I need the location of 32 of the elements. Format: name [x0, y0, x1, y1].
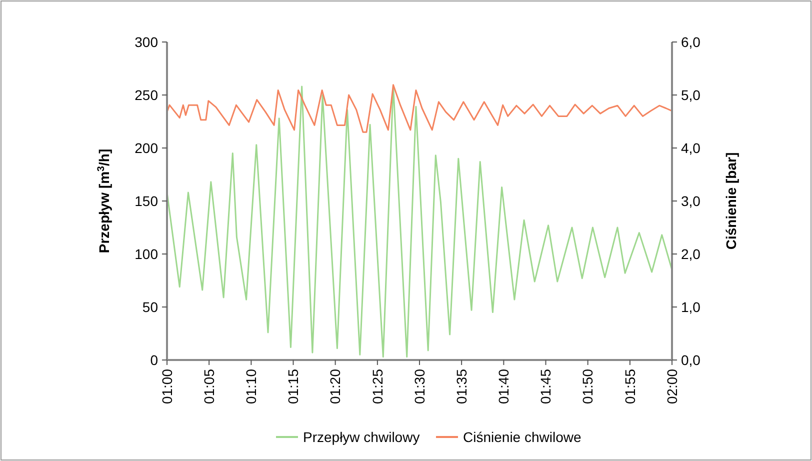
- x-tick-label: 01:45: [538, 368, 554, 404]
- x-tick-label: 02:00: [664, 368, 680, 404]
- x-tick-label: 01:30: [411, 368, 428, 404]
- x-tick-label: 01:15: [285, 368, 302, 404]
- y2-axis-title: Ciśnienie [bar]: [723, 152, 739, 250]
- x-tick-label: 01:40: [496, 368, 512, 404]
- x-tick-label: 01:05: [200, 368, 217, 404]
- y-tick-label: 250: [134, 86, 158, 103]
- y2-tick-label: 0,0: [681, 352, 701, 368]
- y-tick-label: 50: [142, 298, 158, 315]
- y2-tick-label: 5,0: [681, 86, 701, 103]
- x-tick-label: 01:10: [243, 368, 260, 404]
- x-tick-label: 01:35: [453, 368, 470, 404]
- y-tick-label: 300: [134, 34, 158, 50]
- x-tick-label: 01:25: [369, 368, 386, 404]
- y2-tick-label: 2,0: [681, 246, 701, 262]
- x-tick-label: 01:20: [327, 368, 344, 404]
- y2-tick-label: 1,0: [681, 298, 701, 315]
- line-series: [166, 84, 673, 358]
- line-series: [166, 84, 673, 133]
- legend-label: Ciśnienie chwilowe: [463, 428, 582, 445]
- y-tick-label: 150: [134, 192, 158, 209]
- x-tick-label: 01:00: [158, 368, 175, 404]
- y2-tick-label: 6,0: [681, 34, 701, 50]
- y2-tick-label: 3,0: [681, 192, 701, 209]
- y2-tick-label: 4,0: [681, 140, 701, 156]
- y-tick-label: 0: [150, 352, 158, 368]
- x-tick-label: 01:50: [580, 368, 596, 404]
- y-tick-label: 200: [134, 140, 158, 156]
- legend-label: Przepływ chwilowy: [303, 428, 420, 445]
- x-tick-label: 01:55: [622, 368, 638, 404]
- y-tick-label: 100: [134, 246, 158, 262]
